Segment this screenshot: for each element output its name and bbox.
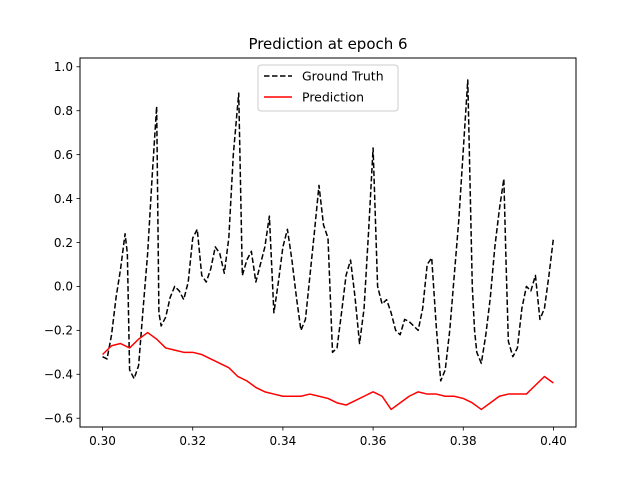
series-prediction [102, 331, 554, 411]
y-tick-label: −0.4 [44, 368, 73, 382]
legend-label-prediction: Prediction [302, 90, 364, 105]
series-layer [102, 79, 555, 411]
y-tick-label: 0.0 [54, 280, 73, 294]
y-axis: −0.6 −0.4 −0.2 0.0 0.2 0.4 0.6 0.8 1.0 [44, 60, 80, 426]
y-tick-label: 0.6 [54, 148, 73, 162]
legend: Ground Truth Prediction [257, 64, 399, 112]
legend-frame [257, 64, 399, 112]
x-tick-label: 0.36 [360, 434, 387, 448]
x-tick-label: 0.38 [450, 434, 477, 448]
series-line-ground-truth [102, 79, 555, 382]
chart-title: Prediction at epoch 6 [248, 35, 407, 53]
series-ground-truth [102, 79, 555, 382]
y-tick-label: 1.0 [54, 60, 73, 74]
y-tick-label: 0.8 [54, 104, 73, 118]
y-tick-label: −0.6 [44, 412, 73, 426]
x-tick-label: 0.40 [540, 434, 567, 448]
y-tick-label: 0.2 [54, 236, 73, 250]
x-tick-label: 0.30 [89, 434, 116, 448]
x-tick-label: 0.34 [270, 434, 297, 448]
legend-label-ground-truth: Ground Truth [302, 69, 384, 84]
x-tick-label: 0.32 [179, 434, 206, 448]
series-line-prediction [102, 331, 554, 411]
x-axis: 0.30 0.32 0.34 0.36 0.38 0.40 [89, 427, 567, 448]
y-tick-label: 0.4 [54, 192, 73, 206]
y-tick-label: −0.2 [44, 324, 73, 338]
